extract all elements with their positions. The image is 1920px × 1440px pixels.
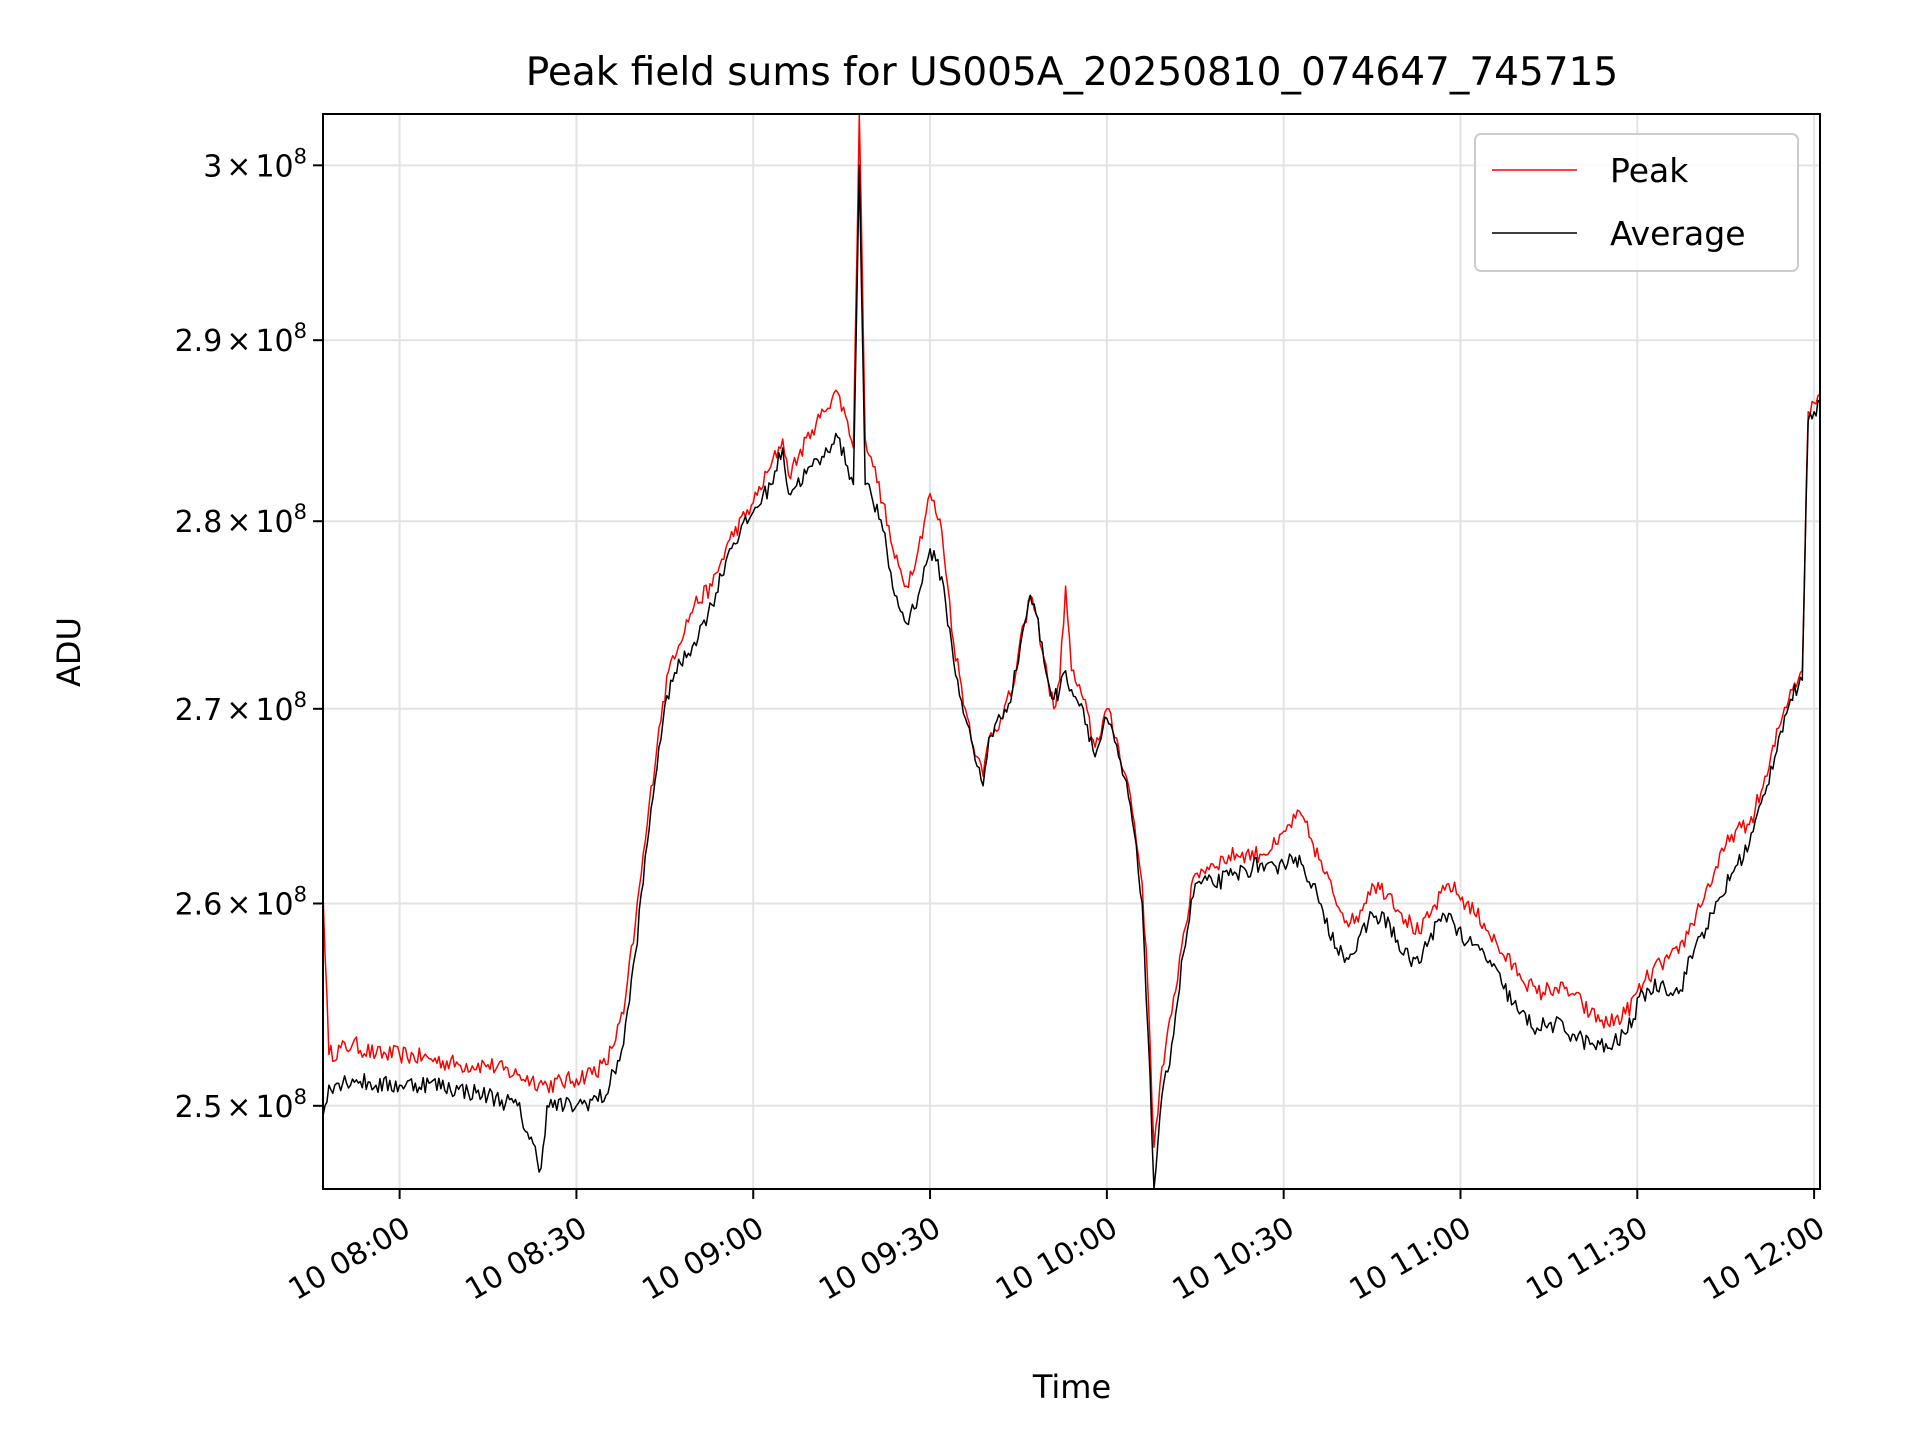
x-axis-title: Time — [1032, 1368, 1111, 1406]
series-line-peak — [323, 114, 1820, 1148]
legend-peak-label: Peak — [1610, 151, 1689, 190]
y-tick-mantissa: 2.6 — [175, 887, 223, 922]
y-tick-exponent: 8 — [294, 882, 307, 906]
y-tick-label: 2.7 × 108 — [175, 688, 307, 728]
y-tick-mantissa: 2.8 — [175, 505, 223, 540]
legend-average-label: Average — [1610, 214, 1746, 253]
y-tick-label: 3 × 108 — [203, 144, 307, 184]
y-tick-exponent: 8 — [294, 144, 307, 168]
y-axis: 2.5 × 108 2.6 × 108 2.7 × 108 2.8 × 108 2.9 × 108 3 × 108 — [175, 144, 323, 1125]
y-tick-exponent: 8 — [294, 1085, 307, 1109]
grid — [323, 114, 1820, 1189]
y-tick-label: 2.5 × 108 — [175, 1085, 307, 1125]
y-tick-label: 2.8 × 108 — [175, 500, 307, 540]
y-tick-mantissa: 2.5 — [175, 1090, 223, 1125]
chart-title: Peak field sums for US005A_20250810_0746… — [526, 50, 1619, 95]
y-tick-exponent: 8 — [294, 688, 307, 712]
legend-box — [1474, 133, 1799, 272]
y-tick-label: 2.6 × 108 — [175, 882, 307, 922]
axes-frame — [322, 113, 1821, 1190]
plot-area — [323, 114, 1820, 1189]
y-tick-label: 2.9 × 108 — [175, 319, 307, 359]
y-tick-mantissa: 2.7 — [175, 693, 223, 728]
y-axis-title: ADU — [50, 617, 88, 687]
series-line-average — [323, 164, 1820, 1189]
y-tick-exponent: 8 — [294, 500, 307, 524]
y-tick-mantissa: 3 — [203, 149, 222, 184]
y-tick-exponent: 8 — [294, 319, 307, 343]
legend: Peak Average — [1474, 133, 1799, 272]
y-tick-mantissa: 2.9 — [175, 324, 223, 359]
